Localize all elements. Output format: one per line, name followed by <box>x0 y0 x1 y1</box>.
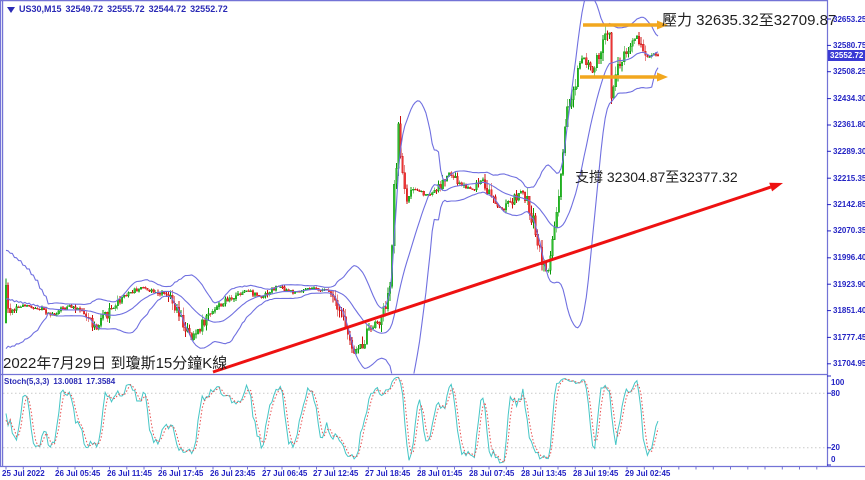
time-axis-label: 27 Jul 12:45 <box>313 469 359 478</box>
caption-label: 2022年7月29日 到瓊斯15分鐘K線 <box>3 355 228 372</box>
symbol-timeframe: US30,M15 <box>19 4 62 14</box>
stoch-axis-label: 80 <box>831 388 840 398</box>
stoch-signal-value: 17.3584 <box>86 377 116 386</box>
open-value: 32549.72 <box>65 4 104 14</box>
support-label[interactable]: 支撐 32304.87至32377.32 <box>575 169 738 185</box>
bollinger-middle-band <box>5 51 659 334</box>
time-axis-label: 28 Jul 01:45 <box>417 469 463 478</box>
price-axis-label: 32142.85 <box>833 200 865 210</box>
price-axis-label: 31851.40 <box>833 306 865 316</box>
price-axis-label: 32361.80 <box>833 120 865 130</box>
current-price-badge: 32552.72 <box>828 50 865 62</box>
time-axis-label: 26 Jul 05:45 <box>55 469 101 478</box>
high-value: 32555.72 <box>107 4 145 14</box>
collapse-triangle-icon[interactable] <box>7 6 15 13</box>
price-axis-label: 32070.35 <box>833 226 865 236</box>
close-value: 32552.72 <box>190 4 228 14</box>
time-axis-label: 26 Jul 11:45 <box>107 469 152 478</box>
price-axis-label: 32580.75 <box>833 40 865 50</box>
resistance-label[interactable]: 壓力 32635.32至32709.87 <box>662 12 837 29</box>
price-axis-label: 32434.30 <box>833 94 865 104</box>
stoch-axis-label: 0 <box>831 454 836 464</box>
price-axis-label: 31923.90 <box>833 279 865 289</box>
time-axis-label: 28 Jul 13:45 <box>521 469 567 478</box>
time-axis-label: 29 Jul 02:45 <box>625 469 671 478</box>
stoch-main-value: 13.0081 <box>53 377 83 386</box>
resistance-zone-arrow-1[interactable] <box>583 20 668 30</box>
trend-arrow-line[interactable] <box>212 182 783 374</box>
candlesticks-layer <box>4 26 659 356</box>
bollinger-upper-band <box>5 1 659 309</box>
price-axis-label: 31996.40 <box>833 253 865 263</box>
time-axis-label: 27 Jul 06:45 <box>262 469 308 478</box>
time-axis-label: 26 Jul 23:45 <box>210 469 256 478</box>
time-axis-label: 27 Jul 18:45 <box>365 469 411 478</box>
time-axis-label: 28 Jul 19:45 <box>573 469 619 478</box>
stoch-indicator-label: Stoch(5,3,3) 13.0081 17.3584 <box>4 377 119 386</box>
time-axis-label: 26 Jul 17:45 <box>158 469 204 478</box>
price-axis-label: 31777.45 <box>833 332 865 342</box>
price-axis-label: 32289.30 <box>833 146 865 156</box>
stoch-axis-label: 100 <box>831 377 845 387</box>
low-value: 32544.72 <box>148 4 187 14</box>
price-axis-label: 31704.95 <box>833 359 865 369</box>
price-axis-label: 32653.25 <box>833 14 865 24</box>
price-axis-label: 32508.25 <box>833 67 865 77</box>
time-axis-label: 25 Jul 2022 <box>2 469 45 478</box>
bollinger-lower-band <box>5 67 659 374</box>
stoch-d-line <box>5 377 659 464</box>
stoch-axis-label: 20 <box>831 443 840 453</box>
stoch-name: Stoch(5,3,3) <box>4 377 50 386</box>
resistance-zone-arrow-2[interactable] <box>580 72 668 82</box>
price-axis-label: 32215.35 <box>833 173 865 183</box>
chart-header: US30,M15 32549.72 32555.72 32544.72 32552.72 <box>7 4 232 14</box>
time-axis-label: 28 Jul 07:45 <box>469 469 515 478</box>
stoch-k-line <box>5 376 659 464</box>
